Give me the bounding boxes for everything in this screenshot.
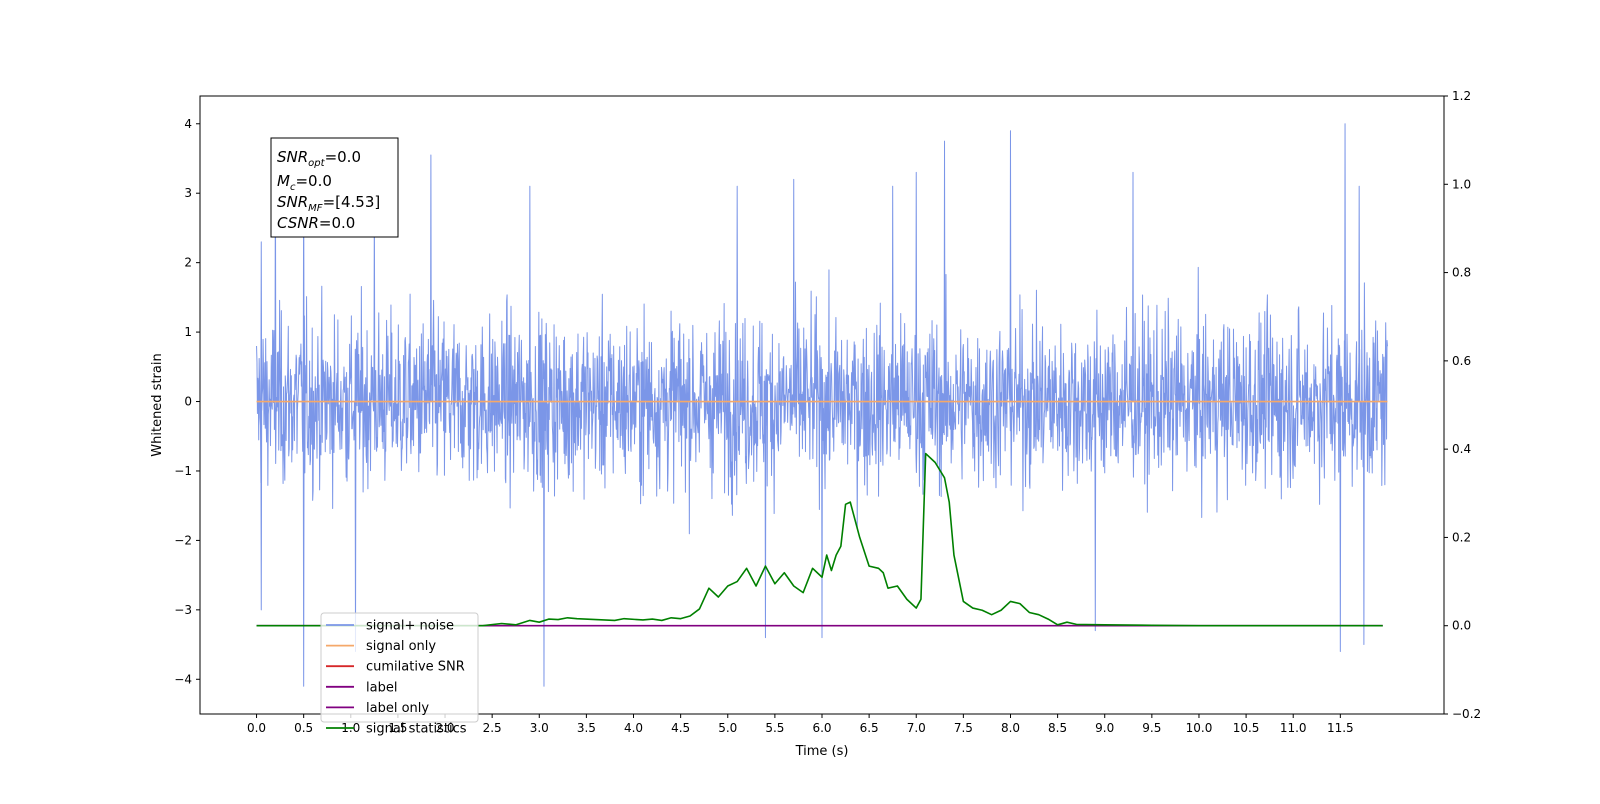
y2-tick-label: 0.8 — [1452, 266, 1471, 280]
x-tick-label: 7.5 — [954, 721, 973, 735]
legend-label-signal-only: signal only — [366, 639, 436, 654]
y-tick-label: 2 — [184, 256, 192, 270]
legend-label-signal-statistics: signal statistics — [366, 722, 467, 737]
y-tick-label: −3 — [174, 603, 192, 617]
x-tick-label: 5.0 — [718, 721, 737, 735]
x-axis-label: Time (s) — [795, 744, 849, 759]
x-tick-label: 7.0 — [907, 721, 926, 735]
y-tick-label: −4 — [174, 672, 192, 686]
x-tick-label: 4.5 — [671, 721, 690, 735]
y-tick-label: 0 — [184, 395, 192, 409]
y-axis-right: 1.2 1.0 0.8 0.6 0.4 0.2 0.0 −0.2 — [1444, 89, 1481, 721]
y2-tick-label: 0.0 — [1452, 619, 1471, 633]
annotation-frame — [270, 137, 399, 238]
x-tick-label: 0.5 — [294, 721, 313, 735]
y-tick-label: 3 — [184, 186, 192, 200]
x-tick-label: 11.5 — [1327, 721, 1354, 735]
y2-tick-label: 0.4 — [1452, 442, 1471, 456]
x-tick-label: 11.0 — [1280, 721, 1307, 735]
x-tick-label: 9.5 — [1142, 721, 1161, 735]
x-tick-label: 10.0 — [1186, 721, 1213, 735]
annotation-snr-mf: SNRMF=[4.53] — [277, 193, 380, 214]
y-axis-left: 4 3 2 1 0 −1 −2 −3 −4 — [174, 117, 200, 686]
x-tick-label: 1.5 — [388, 721, 407, 735]
x-tick-label: 6.0 — [812, 721, 831, 735]
y-axis-label: Whitened strain — [150, 353, 165, 456]
x-tick-label: 5.5 — [765, 721, 784, 735]
y-tick-label: −1 — [174, 464, 192, 478]
x-tick-label: 8.0 — [1001, 721, 1020, 735]
y2-tick-label: 0.2 — [1452, 530, 1471, 544]
x-tick-label: 8.5 — [1048, 721, 1067, 735]
y2-tick-label: 1.0 — [1452, 177, 1471, 191]
x-tick-label: 0.0 — [247, 721, 266, 735]
x-tick-label: 2.5 — [483, 721, 502, 735]
signal-statistics-line — [256, 452, 1383, 627]
y2-tick-label: −0.2 — [1452, 707, 1481, 721]
legend-label-label-only: label only — [366, 701, 429, 716]
y-tick-label: −2 — [174, 533, 192, 547]
x-tick-label: 4.0 — [624, 721, 643, 735]
x-tick-label: 6.5 — [860, 721, 879, 735]
x-tick-label: 2.0 — [435, 721, 454, 735]
annotation-snr-opt: SNRopt=0.0 — [277, 148, 361, 169]
y-tick-label: 1 — [184, 325, 192, 339]
x-axis: 0.0 0.5 1.0 1.5 2.0 2.5 3.0 3.5 4.0 4.5 5.0 5.5 6.0 6… — [247, 714, 1354, 735]
x-tick-label: 9.0 — [1095, 721, 1114, 735]
x-tick-label: 3.5 — [577, 721, 596, 735]
legend-label-label: label — [366, 680, 397, 695]
legend-frame — [320, 612, 479, 723]
y-tick-label: 4 — [184, 117, 192, 131]
annotation-box: SNRopt=0.0 Mc=0.0 SNRMF=[4.53] CSNR=0.0 — [270, 137, 399, 238]
annotation-csnr: CSNR=0.0 — [277, 214, 355, 232]
legend: signal+ noise signal only cumilative SNR la… — [320, 612, 479, 737]
legend-label-signal-noise: signal+ noise — [366, 619, 454, 634]
x-tick-label: 10.5 — [1233, 721, 1260, 735]
y2-tick-label: 0.6 — [1452, 354, 1471, 368]
legend-label-cumilative-snr: cumilative SNR — [366, 660, 465, 675]
annotation-mc: Mc=0.0 — [277, 172, 332, 193]
y2-tick-label: 1.2 — [1452, 89, 1471, 103]
x-tick-label: 3.0 — [530, 721, 549, 735]
